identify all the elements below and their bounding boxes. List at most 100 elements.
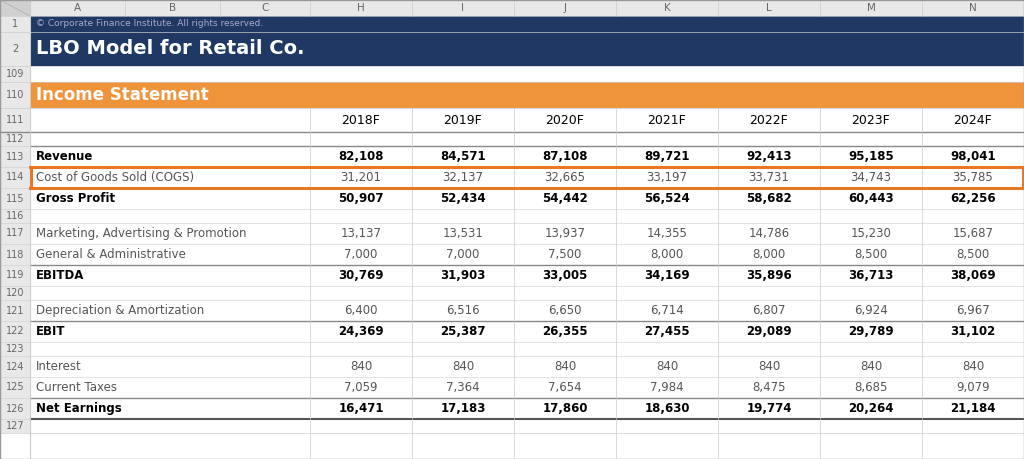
Bar	[0, 209, 30, 223]
Bar	[0, 356, 1024, 377]
Text: 840: 840	[350, 360, 372, 373]
Text: 17,860: 17,860	[543, 402, 588, 415]
Text: 30,769: 30,769	[338, 269, 384, 282]
Text: 36,713: 36,713	[848, 269, 894, 282]
Text: 82,108: 82,108	[338, 150, 384, 163]
Text: M: M	[866, 3, 876, 13]
Text: 89,721: 89,721	[644, 150, 690, 163]
Text: 6,650: 6,650	[548, 304, 582, 317]
Bar	[0, 342, 30, 356]
Text: L: L	[766, 3, 772, 13]
Text: 7,000: 7,000	[446, 248, 479, 261]
Text: LBO Model for Retail Co.: LBO Model for Retail Co.	[36, 39, 304, 58]
Text: 110: 110	[6, 90, 25, 100]
Bar	[0, 66, 1024, 82]
Bar	[0, 188, 1024, 209]
Text: 2022F: 2022F	[750, 113, 788, 127]
Bar	[0, 265, 30, 286]
Bar	[30, 32, 1024, 66]
Text: 115: 115	[6, 194, 25, 203]
Text: 15,687: 15,687	[952, 227, 993, 240]
Bar	[0, 146, 1024, 167]
Text: 123: 123	[6, 344, 25, 354]
Text: 117: 117	[6, 229, 25, 239]
Bar	[0, 342, 1024, 356]
Bar	[0, 300, 1024, 321]
Text: 126: 126	[6, 403, 25, 414]
Text: 34,743: 34,743	[851, 171, 892, 184]
Text: 8,000: 8,000	[650, 248, 684, 261]
Text: 116: 116	[6, 211, 25, 221]
Text: 840: 840	[554, 360, 577, 373]
Text: 33,731: 33,731	[749, 171, 790, 184]
Text: Cost of Goods Sold (COGS): Cost of Goods Sold (COGS)	[36, 171, 195, 184]
Text: Interest: Interest	[36, 360, 82, 373]
Text: 56,524: 56,524	[644, 192, 690, 205]
Text: 7,364: 7,364	[446, 381, 480, 394]
Text: 54,442: 54,442	[542, 192, 588, 205]
Text: 31,201: 31,201	[341, 171, 382, 184]
Bar	[0, 132, 1024, 146]
Text: 84,571: 84,571	[440, 150, 485, 163]
Text: 34,169: 34,169	[644, 269, 690, 282]
Text: N: N	[969, 3, 977, 13]
Text: 33,197: 33,197	[646, 171, 687, 184]
Text: 27,455: 27,455	[644, 325, 690, 338]
Text: 2018F: 2018F	[342, 113, 381, 127]
Text: 122: 122	[6, 326, 25, 336]
Text: 8,685: 8,685	[854, 381, 888, 394]
Bar	[0, 321, 30, 342]
Text: 25,387: 25,387	[440, 325, 485, 338]
Text: 58,682: 58,682	[746, 192, 792, 205]
Text: 840: 840	[860, 360, 882, 373]
Text: 14,355: 14,355	[646, 227, 687, 240]
Text: 29,789: 29,789	[848, 325, 894, 338]
Bar	[0, 286, 30, 300]
Text: General & Administrative: General & Administrative	[36, 248, 186, 261]
Text: 7,000: 7,000	[344, 248, 378, 261]
Text: 6,924: 6,924	[854, 304, 888, 317]
Bar	[0, 146, 30, 167]
Bar	[0, 286, 1024, 300]
Bar	[0, 82, 30, 108]
Text: 52,434: 52,434	[440, 192, 485, 205]
Text: 1: 1	[12, 19, 18, 29]
Bar	[30, 82, 1024, 108]
Text: 21,184: 21,184	[950, 402, 995, 415]
Text: 8,000: 8,000	[753, 248, 785, 261]
Text: 124: 124	[6, 362, 25, 371]
Text: A: A	[74, 3, 81, 13]
Text: 13,531: 13,531	[442, 227, 483, 240]
Text: Marketing, Advertising & Promotion: Marketing, Advertising & Promotion	[36, 227, 247, 240]
Bar	[0, 419, 1024, 433]
Text: 113: 113	[6, 151, 25, 162]
Text: 8,475: 8,475	[753, 381, 785, 394]
Text: 8,500: 8,500	[956, 248, 989, 261]
Text: 32,665: 32,665	[545, 171, 586, 184]
Text: 111: 111	[6, 115, 25, 125]
Text: 29,089: 29,089	[746, 325, 792, 338]
Text: 9,079: 9,079	[956, 381, 990, 394]
Bar	[0, 209, 1024, 223]
Text: 50,907: 50,907	[338, 192, 384, 205]
Text: 840: 840	[758, 360, 780, 373]
Text: 2: 2	[12, 44, 18, 54]
Bar	[0, 244, 1024, 265]
Text: 35,785: 35,785	[952, 171, 993, 184]
Text: 127: 127	[6, 421, 25, 431]
Bar	[0, 223, 1024, 244]
Text: 24,369: 24,369	[338, 325, 384, 338]
Bar	[0, 265, 1024, 286]
Bar	[0, 188, 30, 209]
Text: 6,807: 6,807	[753, 304, 785, 317]
Text: 2019F: 2019F	[443, 113, 482, 127]
Text: 6,516: 6,516	[446, 304, 480, 317]
Bar	[0, 300, 30, 321]
Text: K: K	[664, 3, 671, 13]
Text: 840: 840	[656, 360, 678, 373]
Text: Depreciation & Amortization: Depreciation & Amortization	[36, 304, 204, 317]
Bar	[0, 108, 30, 132]
Text: 120: 120	[6, 288, 25, 298]
Text: 2021F: 2021F	[647, 113, 686, 127]
Text: Revenue: Revenue	[36, 150, 93, 163]
